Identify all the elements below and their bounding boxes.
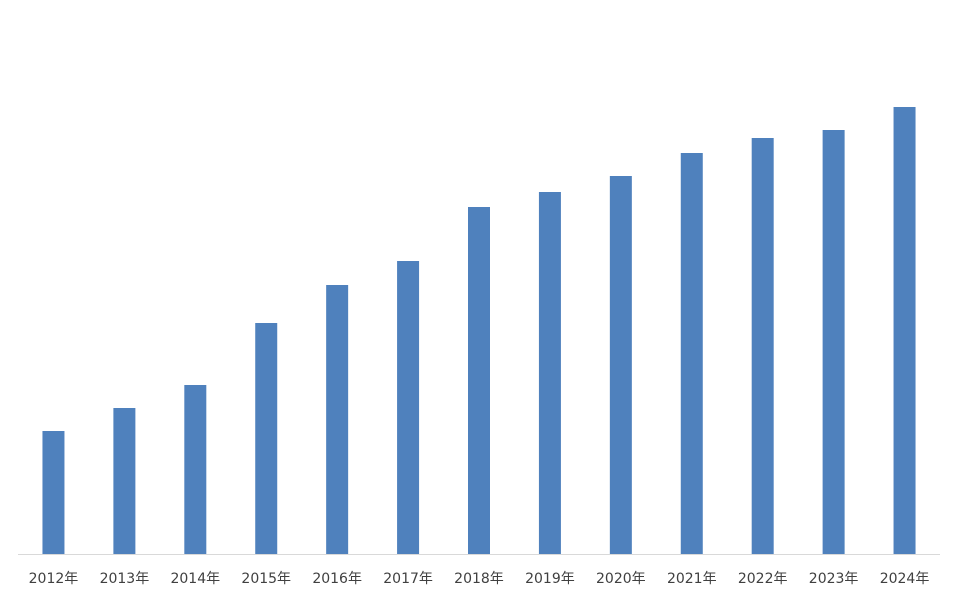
x-tick-label: 2019年 — [525, 571, 575, 587]
bar — [468, 207, 490, 554]
x-tick-label: 2023年 — [809, 571, 859, 587]
bar — [184, 385, 207, 554]
bar — [397, 261, 420, 554]
bar — [255, 323, 278, 554]
bar — [42, 431, 65, 554]
bar — [751, 138, 774, 554]
x-tick-label: 2014年 — [170, 571, 220, 587]
bar — [609, 176, 632, 554]
x-tick-label: 2016年 — [312, 571, 362, 587]
bar — [893, 107, 916, 554]
bar — [113, 408, 136, 554]
bar — [326, 285, 349, 554]
bar — [680, 153, 703, 554]
bar — [822, 130, 845, 554]
x-tick-label: 2013年 — [100, 571, 150, 587]
x-tick-label: 2024年 — [880, 571, 930, 587]
x-tick-label: 2017年 — [383, 571, 433, 587]
x-tick-label: 2021年 — [667, 571, 717, 587]
x-tick-label: 2015年 — [241, 571, 291, 587]
x-tick-label: 2012年 — [29, 571, 79, 587]
x-tick-label: 2022年 — [738, 571, 788, 587]
x-tick-label: 2018年 — [454, 571, 504, 587]
x-tick-label: 2020年 — [596, 571, 646, 587]
bar — [538, 192, 561, 554]
